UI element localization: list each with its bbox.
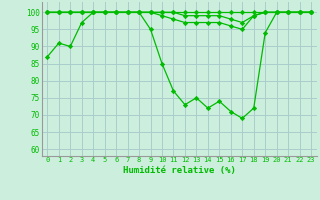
X-axis label: Humidité relative (%): Humidité relative (%) bbox=[123, 166, 236, 175]
